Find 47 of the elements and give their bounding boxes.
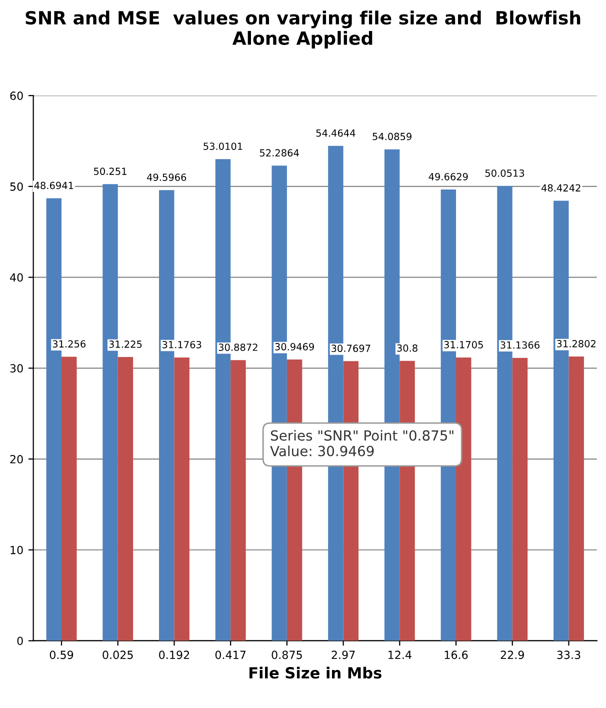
bar xyxy=(456,358,472,641)
data-label: 31.225 xyxy=(109,340,142,348)
data-label: 31.256 xyxy=(52,340,86,348)
data-label: 31.1366 xyxy=(500,341,540,349)
x-tick-label: 33.3 xyxy=(557,650,580,660)
x-tick-label: 22.9 xyxy=(500,650,524,660)
data-label: 49.6629 xyxy=(428,172,468,180)
annotation: Series "SNR" Point "0.875" Value: 30.9469 xyxy=(270,430,454,456)
data-label: 30.9469 xyxy=(275,343,314,350)
x-tick-label: 12.4 xyxy=(388,650,412,659)
data-label: 30.8 xyxy=(397,344,418,352)
data-label: 50.0513 xyxy=(485,169,524,177)
x-tick-label: 0.875 xyxy=(272,650,302,660)
data-label: 49.5966 xyxy=(146,174,186,181)
data-label: 54.4644 xyxy=(316,129,356,137)
x-axis-title: File Size in Mbs xyxy=(249,666,382,679)
y-tick-label: 0 xyxy=(17,636,23,646)
data-label: 30.8872 xyxy=(218,344,258,351)
x-tick-label: 0.025 xyxy=(102,650,133,660)
y-tick-label: 20 xyxy=(10,454,23,464)
x-tick-label: 16.6 xyxy=(444,650,468,660)
data-label: 31.2802 xyxy=(556,340,596,348)
y-tick-label: 60 xyxy=(10,92,23,100)
bar xyxy=(118,357,134,641)
data-label: 54.0859 xyxy=(372,132,412,140)
data-label: 30.7697 xyxy=(332,344,370,352)
data-label: 52.2864 xyxy=(260,149,299,157)
data-label: 53.0101 xyxy=(204,142,242,150)
y-tick-label: 30 xyxy=(10,364,23,373)
data-label: 50.251 xyxy=(94,168,126,176)
chart-title: SNR and MSE values on varying file size and Blowfish Alone Applied xyxy=(26,10,580,48)
x-tick-label: 2.97 xyxy=(332,650,355,660)
x-tick-label: 0.59 xyxy=(50,650,74,660)
y-tick-label: 10 xyxy=(10,546,23,554)
x-tick-label: 0.417 xyxy=(215,650,246,660)
y-tick-label: 40 xyxy=(10,273,23,282)
y-tick-label: 50 xyxy=(10,182,23,191)
bar xyxy=(230,360,246,641)
data-label: 31.1763 xyxy=(162,340,202,348)
bar xyxy=(512,358,528,641)
data-label: 48.4242 xyxy=(541,184,580,192)
bar xyxy=(62,356,77,641)
bar xyxy=(568,356,584,641)
x-tick-label: 0.192 xyxy=(159,650,190,660)
data-label: 31.1705 xyxy=(444,341,483,348)
bar xyxy=(174,357,190,641)
data-label: 48.6941 xyxy=(34,182,74,190)
